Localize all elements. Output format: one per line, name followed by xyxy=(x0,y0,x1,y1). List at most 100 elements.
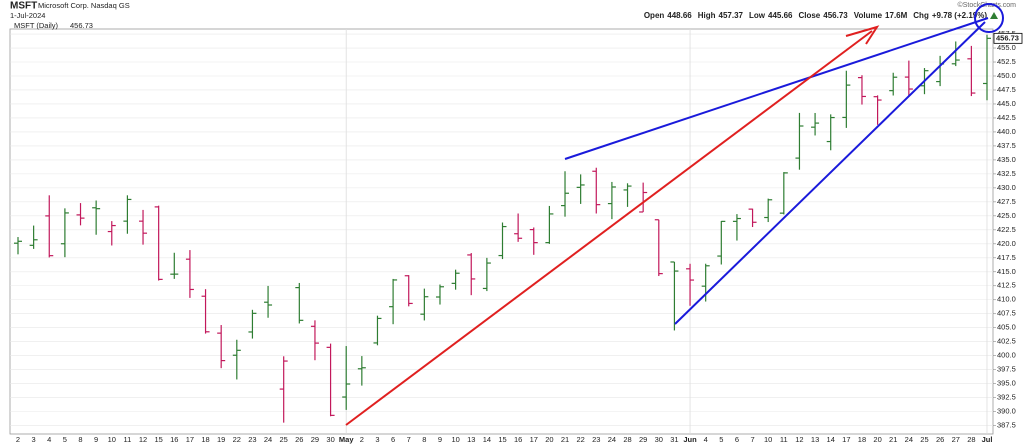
x-tick-label: 7 xyxy=(407,435,411,444)
x-tick-label: 10 xyxy=(108,435,116,444)
x-tick-label: 12 xyxy=(139,435,147,444)
y-tick-label: 427.5 xyxy=(997,197,1016,206)
trend-line xyxy=(674,21,986,325)
stat-label: Close xyxy=(798,11,820,20)
x-tick-label: 19 xyxy=(217,435,225,444)
x-tick-label: May xyxy=(339,435,354,444)
stat-label: Volume xyxy=(854,11,883,20)
x-tick-label: 26 xyxy=(295,435,303,444)
arrow xyxy=(345,30,873,426)
plot-frame xyxy=(9,28,994,435)
y-tick-label: 437.5 xyxy=(997,141,1016,150)
x-tick-label: Jun xyxy=(683,435,697,444)
stat-value: 456.73 xyxy=(823,11,848,20)
company-name: Microsoft Corp. Nasdaq GS xyxy=(38,1,130,10)
x-tick-label: 9 xyxy=(94,435,98,444)
y-tick-label: 400.0 xyxy=(997,351,1016,360)
legend-label: MSFT (Daily) xyxy=(14,21,59,30)
y-tick-label: 387.5 xyxy=(997,421,1016,430)
x-tick-label: 5 xyxy=(719,435,723,444)
x-tick-label: 16 xyxy=(514,435,522,444)
y-tick-label: 432.5 xyxy=(997,169,1016,178)
y-tick-label: 397.5 xyxy=(997,365,1016,374)
last-price-box xyxy=(993,32,1023,44)
y-tick-label: 442.5 xyxy=(997,113,1016,122)
stat-value: 457.37 xyxy=(719,11,744,20)
x-tick-label: 18 xyxy=(858,435,866,444)
x-tick-label: 31 xyxy=(670,435,678,444)
stat-label: High xyxy=(698,11,716,20)
x-tick-label: 24 xyxy=(608,435,616,444)
y-tick-label: 430.0 xyxy=(997,183,1016,192)
x-tick-label: 13 xyxy=(467,435,475,444)
legend: MSFT (Daily) 456.73 xyxy=(14,21,93,30)
x-tick-label: 23 xyxy=(248,435,256,444)
stat-value: 445.66 xyxy=(768,11,793,20)
x-tick-label: 21 xyxy=(561,435,569,444)
y-tick-label: 447.5 xyxy=(997,85,1016,94)
y-tick-label: 402.5 xyxy=(997,337,1016,346)
x-tick-label: 30 xyxy=(655,435,663,444)
x-tick-label: 17 xyxy=(842,435,850,444)
x-tick-label: 22 xyxy=(576,435,584,444)
y-tick-label: 445.0 xyxy=(997,99,1016,108)
x-tick-label: 4 xyxy=(704,435,708,444)
y-tick-label: 422.5 xyxy=(997,225,1016,234)
x-tick-label: 3 xyxy=(375,435,379,444)
x-tick-label: 23 xyxy=(592,435,600,444)
x-tick-label: 10 xyxy=(451,435,459,444)
x-tick-label: 2 xyxy=(16,435,20,444)
x-tick-label: 9 xyxy=(438,435,442,444)
y-tick-label: 440.0 xyxy=(997,127,1016,136)
arrow-head xyxy=(845,25,880,45)
x-tick-label: 11 xyxy=(780,435,788,444)
legend-value: 456.73 xyxy=(70,21,93,30)
x-tick-label: 10 xyxy=(764,435,772,444)
x-tick-label: 8 xyxy=(422,435,426,444)
y-tick-label: 435.0 xyxy=(997,155,1016,164)
stat-value: 448.66 xyxy=(667,11,692,20)
stat-value: 17.6M xyxy=(885,11,908,20)
last-price-label: 456.73 xyxy=(996,33,1019,42)
y-tick-label: 395.0 xyxy=(997,379,1016,388)
x-tick-label: 11 xyxy=(124,435,132,444)
x-tick-label: 20 xyxy=(873,435,881,444)
y-tick-label: 405.0 xyxy=(997,323,1016,332)
x-tick-label: 21 xyxy=(889,435,897,444)
x-tick-label: 30 xyxy=(326,435,334,444)
x-tick-label: 4 xyxy=(47,435,51,444)
x-tick-label: Jul xyxy=(982,435,993,444)
x-tick-label: 7 xyxy=(750,435,754,444)
y-tick-label: 455.0 xyxy=(997,43,1016,52)
x-tick-label: 18 xyxy=(201,435,209,444)
x-tick-label: 28 xyxy=(967,435,975,444)
x-tick-label: 16 xyxy=(170,435,178,444)
x-tick-label: 17 xyxy=(186,435,194,444)
stat-label: Chg xyxy=(913,11,929,20)
y-tick-label: 450.0 xyxy=(997,71,1016,80)
y-tick-label: 415.0 xyxy=(997,267,1016,276)
y-tick-label: 390.0 xyxy=(997,407,1016,416)
x-tick-label: 26 xyxy=(936,435,944,444)
x-tick-label: 14 xyxy=(483,435,491,444)
stat-label: Open xyxy=(644,11,665,20)
x-tick-label: 14 xyxy=(827,435,835,444)
x-tick-label: 12 xyxy=(795,435,803,444)
x-tick-label: 22 xyxy=(233,435,241,444)
y-tick-label: 410.0 xyxy=(997,295,1016,304)
x-tick-label: 25 xyxy=(920,435,928,444)
x-tick-label: 15 xyxy=(154,435,162,444)
x-tick-label: 13 xyxy=(811,435,819,444)
plot: 387.5 390.0 392.5 395.0 397.5 400.0 402.5 405.0… xyxy=(10,29,1023,444)
x-tick-label: 6 xyxy=(391,435,395,444)
y-tick-label: 407.5 xyxy=(997,309,1016,318)
up-icon xyxy=(990,12,998,19)
stat-value: +9.78 (+2.19%) xyxy=(932,11,987,20)
symbol: MSFT xyxy=(10,1,37,12)
x-tick-label: 29 xyxy=(311,435,319,444)
y-tick-label: 420.0 xyxy=(997,239,1016,248)
x-tick-label: 24 xyxy=(905,435,913,444)
x-tick-label: 24 xyxy=(264,435,272,444)
